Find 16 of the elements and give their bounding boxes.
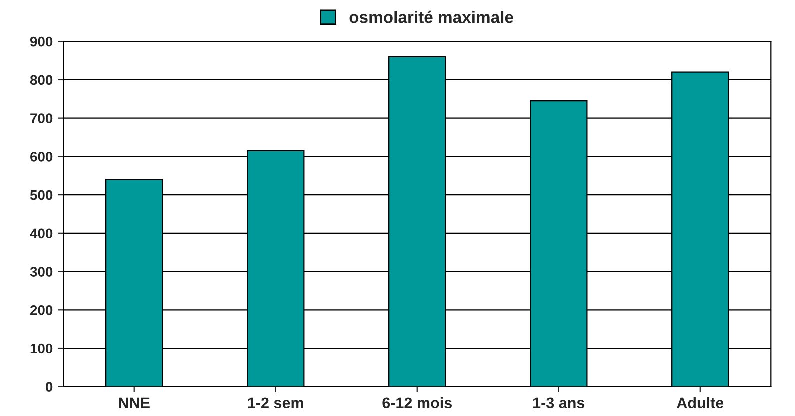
y-tick-label: 200 [30, 305, 53, 316]
y-tick-label: 900 [30, 36, 53, 47]
x-tick-label: 6-12 mois [382, 397, 452, 409]
x-tick-label: 1-3 ans [534, 398, 585, 409]
y-tick-label: 800 [30, 75, 53, 86]
y-tick-label: 600 [30, 152, 53, 162]
x-tick-label: 1-2 sem [248, 398, 304, 409]
y-tick-label: 300 [30, 267, 53, 277]
y-tick-label: 700 [30, 114, 53, 124]
y-tick-label: 0 [46, 382, 53, 392]
legend-label: osmolarité maximale [350, 10, 514, 24]
x-tick-label: NNE [119, 398, 150, 408]
x-tick-label: Adulte [677, 397, 724, 409]
y-tick-label: 100 [30, 344, 53, 354]
y-tick-label: 500 [30, 190, 53, 200]
y-tick-label: 400 [30, 228, 53, 239]
